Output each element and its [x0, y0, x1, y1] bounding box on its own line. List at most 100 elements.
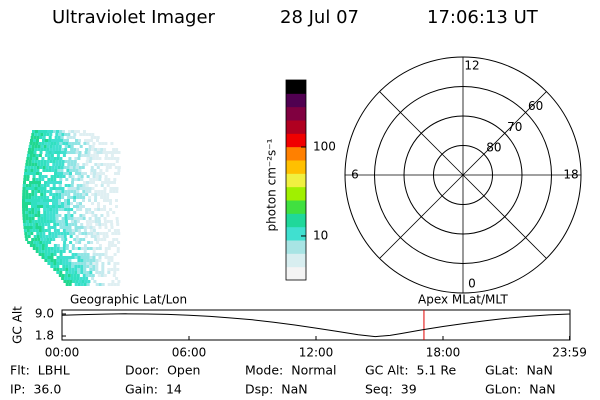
pixel	[22, 193, 26, 196]
pixel	[115, 217, 119, 220]
pixel	[49, 214, 53, 217]
pixel	[73, 187, 77, 190]
pixel	[94, 238, 98, 241]
pixel	[86, 247, 90, 250]
pixel	[37, 190, 41, 193]
pixel	[74, 226, 78, 229]
pixel	[98, 175, 102, 178]
pixel	[43, 148, 47, 151]
pixel	[36, 136, 40, 139]
pixel	[71, 130, 74, 133]
pixel	[108, 151, 112, 154]
pixel	[80, 253, 84, 256]
pixel	[77, 229, 81, 232]
pixel	[71, 178, 75, 181]
pixel	[49, 148, 53, 151]
pixel	[89, 226, 93, 229]
pixel	[26, 175, 30, 178]
pixel	[29, 181, 32, 184]
pixel	[49, 220, 53, 223]
colorbar-band	[286, 226, 306, 241]
pixel	[84, 232, 88, 235]
pixel	[94, 214, 98, 217]
pixel	[96, 139, 99, 142]
pixel	[79, 238, 83, 241]
pixel	[71, 175, 75, 178]
pixel	[49, 238, 53, 241]
pixel	[55, 199, 58, 202]
pixel	[113, 181, 116, 184]
pixel	[106, 193, 110, 196]
pixel	[95, 247, 99, 250]
pixel	[31, 133, 35, 136]
pixel	[75, 235, 79, 238]
annotation: Apex MLat/MLT	[418, 293, 508, 307]
pixel	[53, 265, 57, 268]
info-value: 5.1 Re	[417, 363, 457, 378]
pixel	[28, 208, 32, 211]
pixel	[78, 280, 82, 283]
pixel	[40, 145, 44, 148]
pixel	[56, 181, 59, 184]
pixel	[98, 223, 102, 226]
pixel	[68, 250, 72, 253]
pixel	[39, 136, 43, 139]
pixel	[46, 184, 50, 187]
pixel	[111, 151, 115, 154]
pixel	[22, 214, 26, 217]
pixel	[67, 145, 71, 148]
pixel	[88, 133, 92, 136]
pixel	[86, 223, 90, 226]
pixel	[37, 145, 41, 148]
pixel	[72, 232, 76, 235]
pixel	[90, 166, 94, 169]
pixel	[70, 217, 74, 220]
pixel	[83, 268, 87, 271]
pixel	[41, 247, 45, 250]
pixel	[56, 175, 60, 178]
pixel	[53, 178, 57, 181]
pixel	[79, 187, 83, 190]
pixel	[77, 265, 81, 268]
pixel	[27, 232, 31, 235]
pixel	[54, 235, 58, 238]
pixel	[62, 250, 66, 253]
pixel	[32, 247, 36, 250]
pixel	[36, 169, 40, 172]
pixel	[31, 214, 35, 217]
pixel	[83, 271, 87, 274]
pixel	[76, 163, 80, 166]
pixel	[23, 226, 27, 229]
pixel	[55, 160, 59, 163]
pixel	[86, 271, 90, 274]
y-tick-label: 9.0	[35, 306, 54, 320]
pixel	[66, 139, 69, 142]
pixel	[79, 196, 83, 199]
pixel	[83, 142, 87, 145]
pixel	[113, 271, 117, 274]
pixel	[90, 241, 94, 244]
pixel	[81, 232, 85, 235]
pixel	[55, 205, 58, 208]
pixel	[56, 244, 60, 247]
pixel	[62, 154, 66, 157]
pixel	[73, 163, 77, 166]
pixel	[111, 241, 115, 244]
pixel	[115, 238, 119, 241]
pixel	[25, 211, 29, 214]
polar-mlt-label: 0	[468, 277, 476, 291]
pixel	[104, 250, 108, 253]
pixel	[97, 238, 101, 241]
pixel	[31, 184, 35, 187]
pixel	[64, 145, 68, 148]
pixel	[107, 157, 111, 160]
pixel	[76, 202, 79, 205]
pixel	[93, 232, 97, 235]
pixel	[72, 280, 76, 283]
pixel	[59, 157, 63, 160]
pixel	[91, 145, 95, 148]
pixel	[62, 262, 66, 265]
pixel	[42, 169, 46, 172]
pixel	[114, 166, 118, 169]
pixel	[31, 238, 35, 241]
